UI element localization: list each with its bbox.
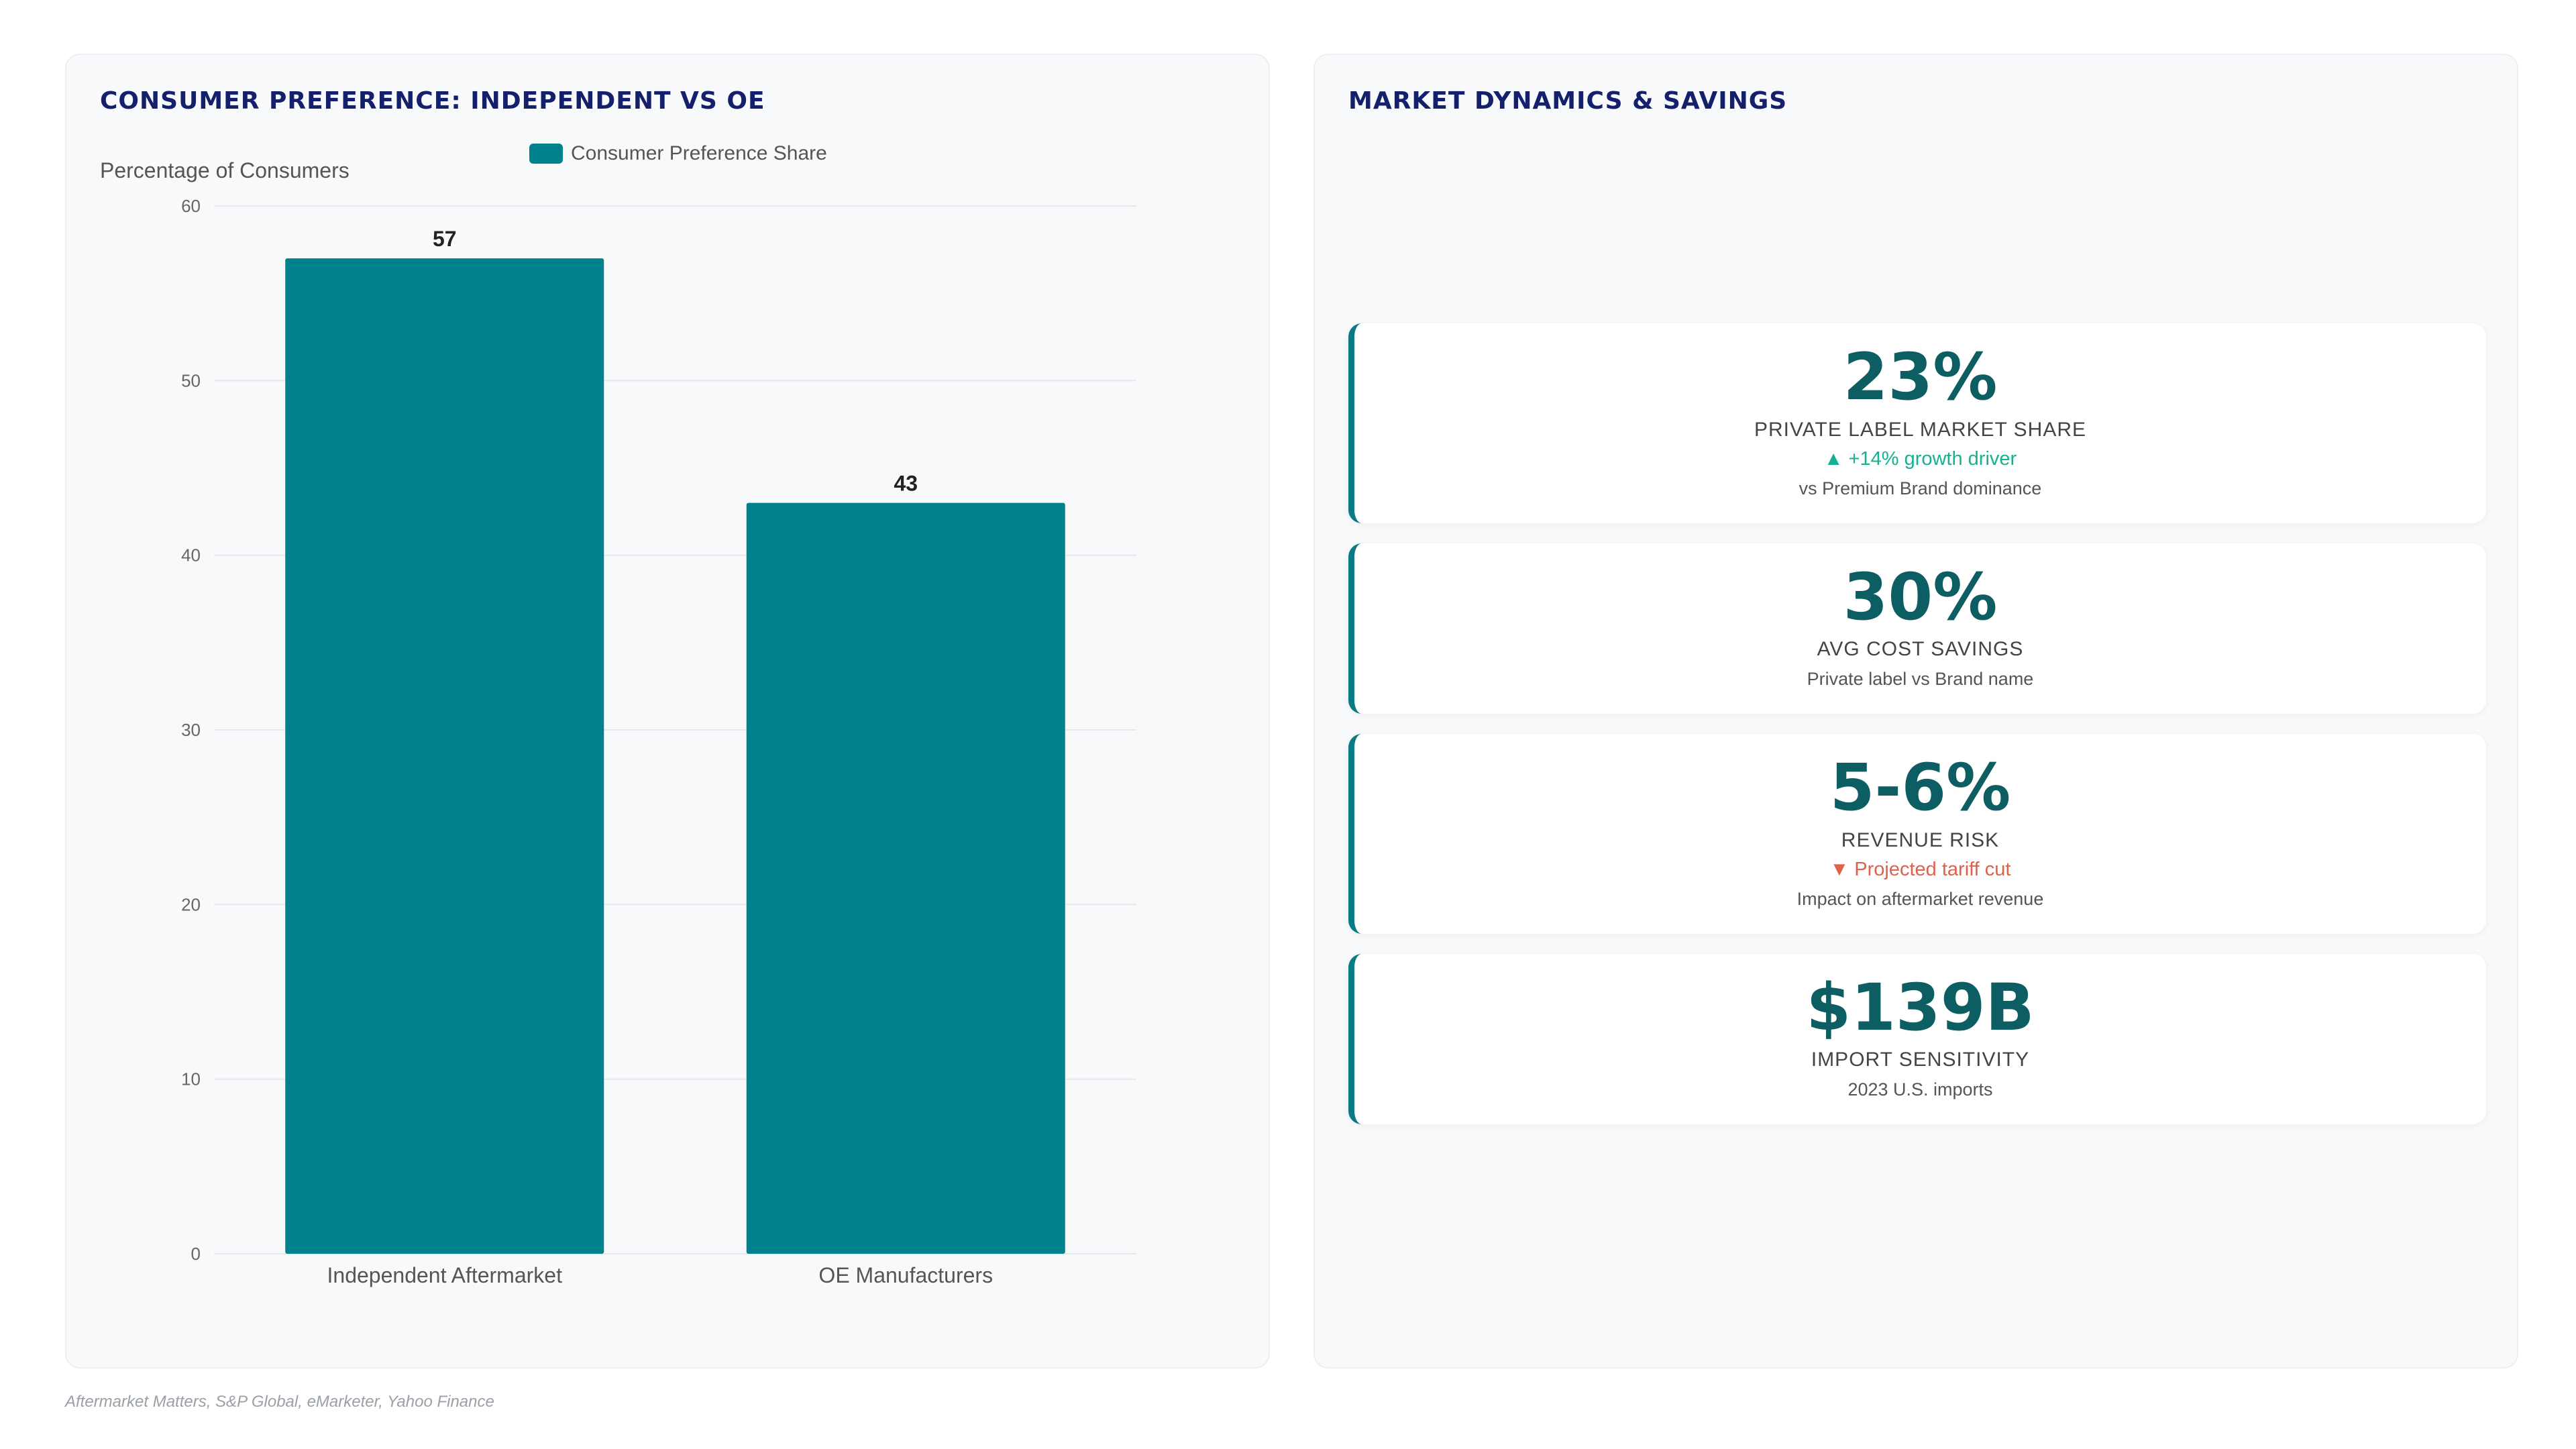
kpi-card: $139B IMPORT SENSITIVITY 2023 U.S. impor… xyxy=(1348,953,2486,1125)
y-tick-label: 20 xyxy=(181,894,201,914)
y-tick-label: 10 xyxy=(181,1069,201,1089)
bar-chart: 0 10 20 30 40 50 60 Percentage of Consumers 57 In… xyxy=(100,158,1136,1287)
bar-data-label: 43 xyxy=(894,472,918,496)
kpi-card-list: 23% PRIVATE LABEL MARKET SHARE ▲ +14% gr… xyxy=(1348,323,2486,1144)
kpi-note: 2023 U.S. imports xyxy=(1847,1079,1993,1100)
legend-label: Consumer Preference Share xyxy=(571,142,827,164)
kpi-label: IMPORT SENSITIVITY xyxy=(1811,1049,2030,1071)
x-tick-label: Independent Aftermarket xyxy=(327,1263,563,1287)
x-tick-label: OE Manufacturers xyxy=(818,1263,993,1287)
kpi-note: Impact on aftermarket revenue xyxy=(1796,888,2044,909)
chart-panel: CONSUMER PREFERENCE: INDEPENDENT VS OE C… xyxy=(65,54,1270,1368)
y-tick-label: 60 xyxy=(181,196,201,216)
kpi-card: 30% AVG COST SAVINGS Private label vs Br… xyxy=(1348,543,2486,714)
dynamics-panel-title: MARKET DYNAMICS & SAVINGS xyxy=(1348,87,1788,115)
kpi-note: Private label vs Brand name xyxy=(1807,669,2034,690)
kpi-card: 23% PRIVATE LABEL MARKET SHARE ▲ +14% gr… xyxy=(1348,323,2486,523)
dynamics-panel: MARKET DYNAMICS & SAVINGS 23% PRIVATE LA… xyxy=(1313,54,2518,1368)
bar-data-label: 57 xyxy=(433,227,457,251)
kpi-label: REVENUE RISK xyxy=(1841,828,2000,851)
chart-legend[interactable]: Consumer Preference Share xyxy=(529,142,827,165)
bar xyxy=(285,258,604,1254)
kpi-value: 5-6% xyxy=(1829,750,2011,826)
kpi-trend: ▲ +14% growth driver xyxy=(1823,447,2017,470)
y-axis-title: Percentage of Consumers xyxy=(100,158,350,182)
chart-panel-title: CONSUMER PREFERENCE: INDEPENDENT VS OE xyxy=(100,87,765,115)
kpi-card: 5-6% REVENUE RISK ▼ Projected tariff cut… xyxy=(1348,734,2486,934)
legend-swatch xyxy=(529,144,563,164)
kpi-label: AVG COST SAVINGS xyxy=(1817,638,2024,661)
bar xyxy=(746,502,1065,1254)
source-note: Aftermarket Matters, S&P Global, eMarket… xyxy=(65,1393,494,1411)
kpi-trend: ▼ Projected tariff cut xyxy=(1829,858,2011,880)
y-tick-label: 50 xyxy=(181,370,201,390)
kpi-label: PRIVATE LABEL MARKET SHARE xyxy=(1754,418,2087,441)
y-tick-label: 40 xyxy=(181,545,201,566)
kpi-value: $139B xyxy=(1806,969,2035,1045)
y-tick-label: 0 xyxy=(191,1244,201,1264)
kpi-value: 30% xyxy=(1843,559,1998,635)
kpi-note: vs Premium Brand dominance xyxy=(1799,478,2042,498)
y-tick-label: 30 xyxy=(181,720,201,740)
kpi-value: 23% xyxy=(1843,339,1998,415)
